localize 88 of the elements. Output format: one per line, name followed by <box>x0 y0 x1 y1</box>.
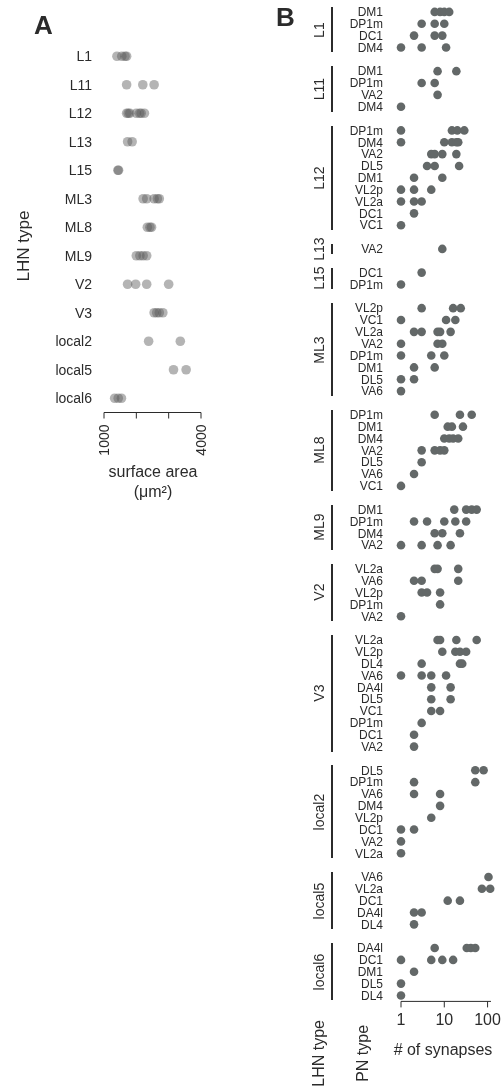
y-tick-label: VC1 <box>359 479 384 494</box>
y-tick-label: VA6 <box>361 870 384 885</box>
text: local5 <box>309 881 328 921</box>
x-tick-label: 1 <box>396 1010 406 1028</box>
y-tick-label: VA2 <box>361 147 384 162</box>
y-tick-label: DL5 <box>361 692 384 707</box>
y-tick-label: VA2 <box>361 834 384 849</box>
y-tick-label: DM1 <box>357 5 384 20</box>
text: ML9 <box>309 512 328 543</box>
y-tick-label: VL2a <box>355 194 384 209</box>
y-tick-label: V2 <box>74 276 93 293</box>
y-tick-label: local2 <box>55 333 93 350</box>
y-tick-label: VA2 <box>361 443 384 458</box>
y-tick-label: DP1m <box>349 775 384 790</box>
y-tick-label: DP1m <box>349 716 384 731</box>
y-tick-label: DM4 <box>357 526 384 541</box>
chart-title: B <box>276 2 295 33</box>
y-tick-label: VA6 <box>361 467 384 482</box>
y-axis-title: LHN type <box>12 209 34 284</box>
y-tick-label: L1 <box>76 48 93 65</box>
y-tick-label: local6 <box>55 390 93 407</box>
y-tick-label: DL5 <box>361 372 384 387</box>
y-tick-label: DP1m <box>349 348 384 363</box>
y-tick-label: DM4 <box>357 431 384 446</box>
y-tick-label: VA6 <box>361 787 384 802</box>
y-tick-label: VL2a <box>355 633 384 648</box>
y-tick-label: VL2p <box>355 585 384 600</box>
y-tick-label: VC1 <box>359 704 384 719</box>
y-tick-label: DC1 <box>359 953 384 968</box>
y-tick-label: DC1 <box>359 265 384 280</box>
y-tick-label: L11 <box>69 76 93 93</box>
y-tick-label: VA6 <box>361 384 384 399</box>
y-tick-label: DM4 <box>357 40 384 55</box>
y-tick-label: DL5 <box>361 455 384 470</box>
y-tick-label: local5 <box>55 361 93 378</box>
text: L1 <box>309 20 328 40</box>
chart-title: A <box>34 10 53 41</box>
y-tick-label: DM1 <box>357 64 384 79</box>
y-tick-label: VL2p <box>355 301 384 316</box>
text: ML3 <box>309 335 328 366</box>
text: L15 <box>310 266 327 291</box>
x-tick-label: 1000 <box>96 424 112 456</box>
y-tick-label: DP1m <box>349 597 384 612</box>
y-tick-label: DA4l <box>357 680 383 695</box>
text: local6 <box>309 952 328 993</box>
y-tick-label: DP1m <box>349 76 384 91</box>
y-tick-label: DP1m <box>349 277 384 292</box>
y-tick-label: DL5 <box>361 763 384 778</box>
x-tick-label: 10 <box>435 1010 454 1028</box>
y-tick-label: VA2 <box>361 609 384 624</box>
y-tick-label: DL4 <box>361 988 384 1003</box>
y-tick-label: VL2a <box>355 846 384 861</box>
y-tick-label: VA2 <box>361 538 384 553</box>
y-tick-label: VC1 <box>359 218 384 233</box>
x-tick-label: 100 <box>474 1010 502 1028</box>
y-tick-label: L15 <box>68 162 93 179</box>
y-tick-label: DA4l <box>357 941 383 956</box>
y-tick-label: DM1 <box>357 502 384 517</box>
y-tick-label: V3 <box>74 304 93 321</box>
y-tick-label: L12 <box>68 105 93 122</box>
text: local2 <box>309 792 328 833</box>
y-tick-label: ML8 <box>64 219 93 236</box>
y-tick-label: DM1 <box>357 360 384 375</box>
y-tick-label: VA6 <box>361 668 384 683</box>
y-tick-label: DM4 <box>357 135 384 150</box>
text: L13 <box>310 237 327 261</box>
x-axis-title: # of synapses <box>392 1041 494 1060</box>
text: L11 <box>309 76 328 103</box>
y-tick-label: DP1m <box>349 514 384 529</box>
y-tick-label: DC1 <box>359 206 384 221</box>
text: V2 <box>309 583 328 604</box>
y-tick-label: DA4l <box>357 905 383 920</box>
text: ML8 <box>309 435 328 466</box>
y-tick-label: DC1 <box>359 822 384 837</box>
y-tick-label: L13 <box>68 133 93 150</box>
text: LHN type <box>308 1019 328 1089</box>
text: V3 <box>309 683 328 704</box>
x-tick-label: 4000 <box>193 424 209 456</box>
y-tick-label: ML3 <box>64 190 93 207</box>
text: L12 <box>309 165 328 192</box>
y-tick-label: VC1 <box>359 313 384 328</box>
y-tick-label: ML9 <box>64 247 93 264</box>
x-axis-title: surface area (μm²) <box>107 462 199 502</box>
y-tick-label: DL5 <box>361 159 384 174</box>
y-tick-label: DL4 <box>361 917 384 932</box>
y-tick-label: DP1m <box>349 123 384 138</box>
y-axis-title: PN type <box>352 1023 372 1084</box>
y-tick-label: VA2 <box>361 242 384 257</box>
